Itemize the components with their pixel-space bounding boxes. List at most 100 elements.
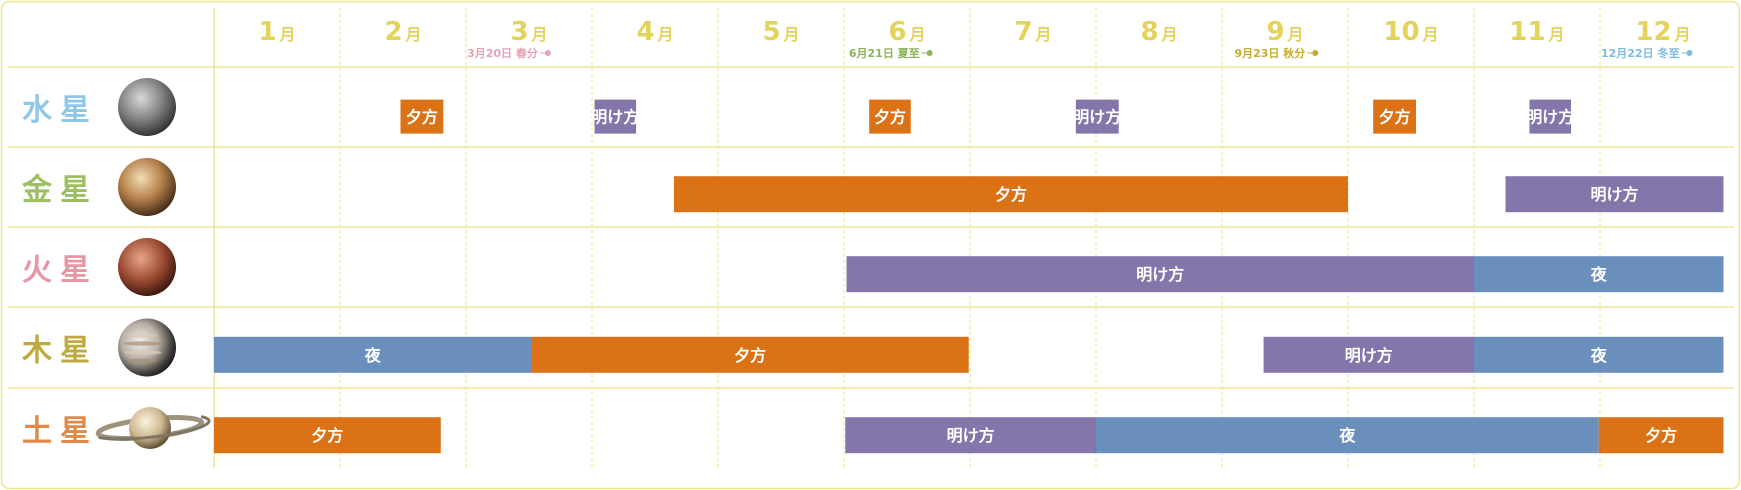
event-marker-dot bbox=[1312, 50, 1319, 56]
period-bar-rect bbox=[400, 99, 444, 134]
planet-name: 土星 bbox=[22, 414, 98, 449]
period-bar-night: 夜 bbox=[1096, 417, 1599, 454]
period-bar-evening: 夕方 bbox=[214, 417, 441, 454]
jupiter-band bbox=[123, 341, 163, 346]
month-number: 4 bbox=[636, 17, 654, 47]
period-bar-label: 明け方 bbox=[1073, 108, 1121, 127]
period-bar-label: 夜 bbox=[1338, 426, 1356, 445]
month-number: 6 bbox=[888, 17, 906, 47]
period-bar-evening: 夕方 bbox=[400, 99, 444, 134]
period-bar-label: 明け方 bbox=[947, 426, 995, 445]
period-bar-label: 夕方 bbox=[311, 426, 343, 445]
month-number: 11 bbox=[1509, 17, 1545, 47]
period-bar-dawn: 明け方 bbox=[1505, 176, 1724, 213]
period-bar-label: 夜 bbox=[364, 346, 382, 365]
month-number: 8 bbox=[1140, 17, 1158, 47]
period-bar-dawn: 明け方 bbox=[1263, 336, 1474, 373]
venus-sphere bbox=[118, 158, 176, 216]
period-bar-evening: 夕方 bbox=[1598, 417, 1724, 454]
period-bar-rect bbox=[214, 336, 532, 373]
month-unit: 月 bbox=[1548, 25, 1565, 44]
period-bar-evening: 夕方 bbox=[531, 336, 969, 373]
jupiter-icon bbox=[118, 318, 176, 377]
period-bar-rect bbox=[869, 99, 911, 134]
period-bar-rect bbox=[1529, 99, 1572, 134]
month-label: 10 月 bbox=[1383, 17, 1438, 47]
event-marker-dot bbox=[926, 50, 933, 56]
period-bar-dawn: 明け方 bbox=[845, 417, 1096, 454]
period-bar-rect bbox=[1598, 417, 1724, 454]
mars-icon bbox=[118, 238, 176, 296]
period-bar-evening: 夕方 bbox=[673, 176, 1348, 213]
month-unit: 月 bbox=[1035, 25, 1052, 44]
saturn-ring-front bbox=[98, 415, 211, 441]
period-bar-label: 夕方 bbox=[1645, 426, 1677, 445]
period-bar-night: 夜 bbox=[214, 336, 532, 373]
period-bar-dawn: 明け方 bbox=[846, 256, 1474, 293]
period-bar-rect bbox=[531, 336, 969, 373]
period-bar-label: 夕方 bbox=[734, 346, 766, 365]
event-label: 6月21日 夏至 bbox=[849, 47, 920, 60]
period-bar-label: 夜 bbox=[1590, 265, 1608, 284]
month-unit: 月 bbox=[783, 25, 800, 44]
month-number: 10 bbox=[1383, 17, 1419, 47]
mercury-icon bbox=[118, 78, 176, 136]
period-bar-label: 明け方 bbox=[1136, 265, 1184, 284]
period-bar-label: 明け方 bbox=[591, 108, 639, 127]
month-number: 5 bbox=[762, 17, 780, 47]
month-unit: 月 bbox=[657, 25, 674, 44]
month-unit: 月 bbox=[909, 25, 926, 44]
period-bar-label: 夕方 bbox=[874, 108, 906, 127]
saturn-icon bbox=[95, 407, 211, 449]
month-number: 2 bbox=[384, 17, 402, 47]
jupiter-band bbox=[128, 358, 158, 363]
period-bar-label: 明け方 bbox=[1590, 185, 1638, 204]
planet-name: 金星 bbox=[21, 173, 98, 208]
month-unit: 月 bbox=[1287, 25, 1304, 44]
month-unit: 月 bbox=[1161, 25, 1178, 44]
mercury-sphere bbox=[118, 78, 176, 136]
period-bar-label: 夕方 bbox=[995, 185, 1027, 204]
period-bar-label: 明け方 bbox=[1345, 346, 1393, 365]
period-bar-dawn: 明け方 bbox=[1526, 99, 1574, 134]
event-marker-dot bbox=[1686, 50, 1693, 56]
period-bar-rect bbox=[673, 176, 1348, 213]
period-bar-rect bbox=[1075, 99, 1119, 134]
period-bar-label: 夕方 bbox=[406, 108, 438, 127]
month-unit: 月 bbox=[405, 25, 422, 44]
jupiter-band bbox=[124, 350, 162, 355]
month-number: 7 bbox=[1014, 17, 1032, 47]
period-bar-rect bbox=[1505, 176, 1724, 213]
month-number: 9 bbox=[1266, 17, 1284, 47]
period-bar-rect bbox=[1474, 336, 1724, 373]
event-label: 12月22日 冬至 bbox=[1601, 46, 1679, 60]
month-number: 12 bbox=[1635, 17, 1671, 47]
event-label: 3月20日 春分 bbox=[467, 46, 538, 60]
period-bar-rect bbox=[1474, 256, 1724, 293]
saturn-sphere bbox=[129, 407, 171, 449]
event-label: 9月23日 秋分 bbox=[1234, 46, 1305, 60]
period-bar-rect bbox=[1096, 417, 1599, 454]
period-bar-dawn: 明け方 bbox=[1073, 99, 1121, 134]
month-unit: 月 bbox=[531, 25, 548, 44]
month-label: 12 月 bbox=[1635, 17, 1690, 47]
planet-name: 火星 bbox=[22, 253, 98, 288]
month-number: 3 bbox=[510, 17, 528, 47]
event-marker-dot bbox=[544, 50, 551, 56]
month-unit: 月 bbox=[279, 25, 296, 44]
period-bar-rect bbox=[1263, 336, 1474, 373]
month-unit: 月 bbox=[1674, 25, 1691, 44]
jupiter-band bbox=[128, 333, 158, 338]
mars-sphere bbox=[118, 238, 176, 296]
venus-icon bbox=[118, 158, 176, 216]
period-bar-label: 明け方 bbox=[1526, 108, 1574, 127]
